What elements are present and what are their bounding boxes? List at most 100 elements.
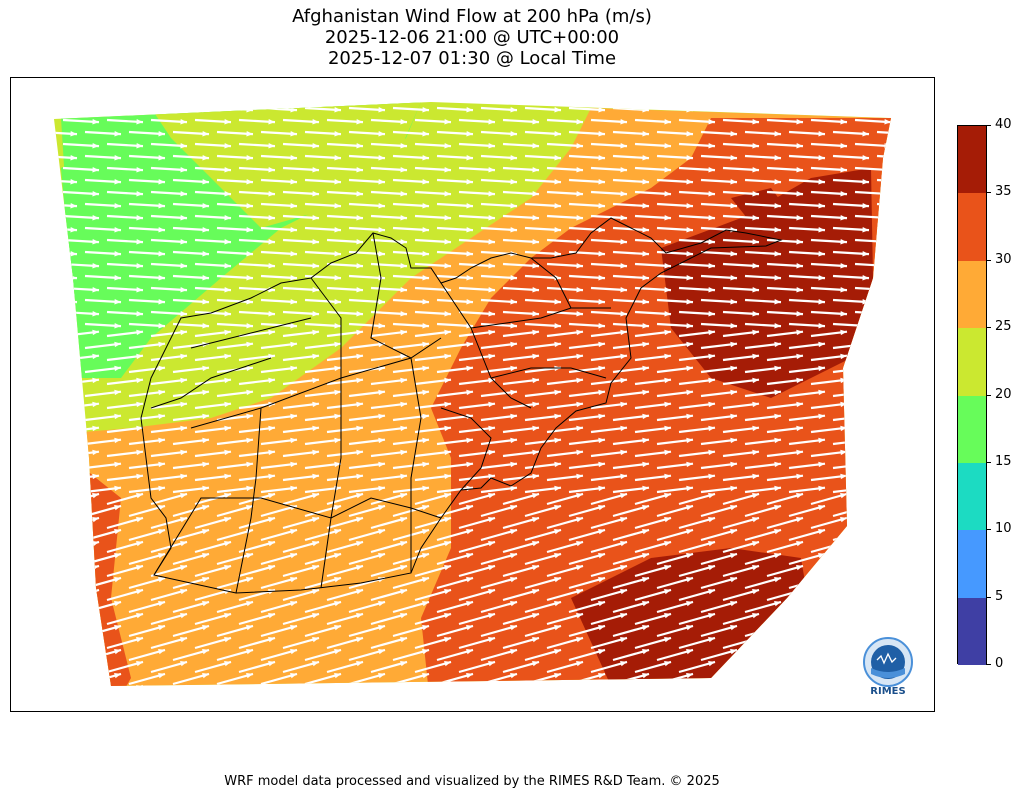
wind-arrow-head bbox=[664, 661, 671, 667]
wind-arrow-head bbox=[730, 601, 737, 607]
wind-arrow-head bbox=[840, 401, 847, 408]
wind-arrow bbox=[832, 106, 870, 112]
wind-arrow-head bbox=[928, 685, 935, 690]
wind-arrow-head bbox=[906, 155, 913, 160]
wind-arrow-head bbox=[796, 191, 803, 197]
wind-arrow-head bbox=[620, 473, 627, 480]
colorbar-segment bbox=[958, 193, 986, 261]
wind-arrow-head bbox=[730, 341, 737, 348]
wind-arrow-head bbox=[576, 517, 583, 523]
wind-arrow-head bbox=[356, 329, 363, 336]
wind-arrow-head bbox=[554, 461, 561, 468]
wind-arrow-head bbox=[268, 565, 275, 571]
wind-arrow-head bbox=[378, 107, 385, 113]
wind-arrow-head bbox=[356, 517, 363, 523]
wind-arrow-head bbox=[796, 425, 803, 432]
border-line-13 bbox=[440, 407, 492, 491]
wind-arrow-head bbox=[466, 365, 473, 372]
wind-arrow-head bbox=[862, 365, 869, 372]
wind-arrow-head bbox=[554, 673, 561, 679]
wind-arrow-head bbox=[400, 143, 407, 149]
wind-arrow-head bbox=[576, 425, 583, 432]
wind-arrow bbox=[788, 106, 826, 112]
wind-arrow bbox=[54, 438, 78, 446]
wind-arrow-head bbox=[818, 485, 825, 492]
wind-arrow-head bbox=[422, 131, 429, 137]
wind-arrow bbox=[899, 216, 935, 218]
wind-arrow-head bbox=[378, 227, 385, 233]
wind-arrow-head bbox=[576, 401, 583, 408]
wind-arrow-head bbox=[246, 505, 253, 511]
wind-arrow-head bbox=[312, 425, 319, 432]
wind-arrow-head bbox=[686, 505, 693, 511]
wind-arrow-head bbox=[70, 107, 77, 113]
wind-arrow-head bbox=[246, 577, 253, 583]
wind-arrow-head bbox=[136, 377, 143, 384]
wind-arrow-head bbox=[114, 389, 121, 396]
wind-arrow-head bbox=[290, 577, 297, 583]
wind-arrow bbox=[370, 684, 408, 686]
wind-arrow-head bbox=[730, 437, 737, 444]
wind-arrow-head bbox=[642, 485, 649, 492]
wind-arrow-head bbox=[92, 167, 99, 173]
wind-arrow-head bbox=[268, 263, 275, 269]
wind-arrow-head bbox=[642, 577, 649, 583]
wind-arrow-head bbox=[70, 529, 77, 535]
wind-arrow-head bbox=[378, 601, 385, 607]
colorbar-tick-label: 15 bbox=[995, 453, 1012, 469]
wind-arrow-head bbox=[730, 577, 737, 583]
wind-arrow-head bbox=[818, 203, 825, 209]
wind-arrow-head bbox=[554, 529, 561, 535]
wind-arrow-head bbox=[224, 685, 231, 686]
wind-arrow-head bbox=[774, 131, 781, 137]
wind-arrow-head bbox=[730, 649, 737, 655]
wind-arrow-head bbox=[202, 155, 209, 161]
wind-arrow bbox=[832, 552, 870, 566]
wind-arrow-head bbox=[510, 485, 517, 492]
wind-arrow-head bbox=[378, 485, 385, 492]
wind-arrow-head bbox=[114, 673, 121, 679]
footer-credit: WRF model data processed and visualized … bbox=[224, 774, 720, 789]
border-line-14 bbox=[530, 257, 572, 309]
wind-arrow-head bbox=[554, 437, 561, 444]
wind-arrow-head bbox=[378, 275, 385, 281]
wind-arrow-head bbox=[422, 625, 429, 631]
wind-arrow-head bbox=[796, 119, 803, 125]
wind-arrow-head bbox=[664, 191, 671, 197]
wind-arrow-head bbox=[598, 179, 605, 185]
wind-arrow-head bbox=[422, 485, 429, 492]
wind-arrow bbox=[876, 106, 891, 112]
wind-arrow-head bbox=[158, 577, 165, 583]
wind-arrow-head bbox=[444, 425, 451, 432]
wind-arrow-head bbox=[620, 353, 627, 360]
wind-arrow-head bbox=[510, 107, 517, 113]
wind-arrow-head bbox=[686, 131, 693, 137]
wind-arrow-head bbox=[268, 517, 275, 523]
wind-arrow-head bbox=[114, 227, 121, 233]
wind-arrow-head bbox=[510, 275, 517, 281]
wind-arrow-head bbox=[862, 601, 869, 607]
wind-arrow-head bbox=[818, 107, 825, 113]
wind-arrow-head bbox=[840, 311, 847, 317]
wind-arrow bbox=[899, 168, 935, 170]
wind-arrow-head bbox=[598, 553, 605, 559]
wind-arrow-head bbox=[642, 673, 649, 679]
wind-arrow-head bbox=[708, 565, 715, 571]
wind-arrow-head bbox=[642, 389, 649, 396]
wind-arrow bbox=[766, 684, 804, 686]
wind-arrow bbox=[876, 274, 891, 280]
wind-arrows bbox=[54, 106, 935, 690]
wind-arrow-head bbox=[290, 365, 297, 372]
wind-arrow-head bbox=[642, 323, 649, 329]
wind-arrow-head bbox=[884, 167, 891, 173]
wind-arrow-head bbox=[928, 119, 935, 124]
wind-arrow bbox=[832, 600, 870, 614]
wind-arrow-head bbox=[290, 131, 297, 137]
wind-arrow-head bbox=[554, 227, 561, 233]
wind-arrow-head bbox=[290, 251, 297, 257]
wind-arrow-head bbox=[664, 311, 671, 317]
wind-arrow-head bbox=[840, 263, 847, 269]
wind-arrow-head bbox=[532, 239, 539, 245]
wind-arrow-head bbox=[620, 449, 627, 456]
wind-arrow-head bbox=[906, 577, 913, 582]
